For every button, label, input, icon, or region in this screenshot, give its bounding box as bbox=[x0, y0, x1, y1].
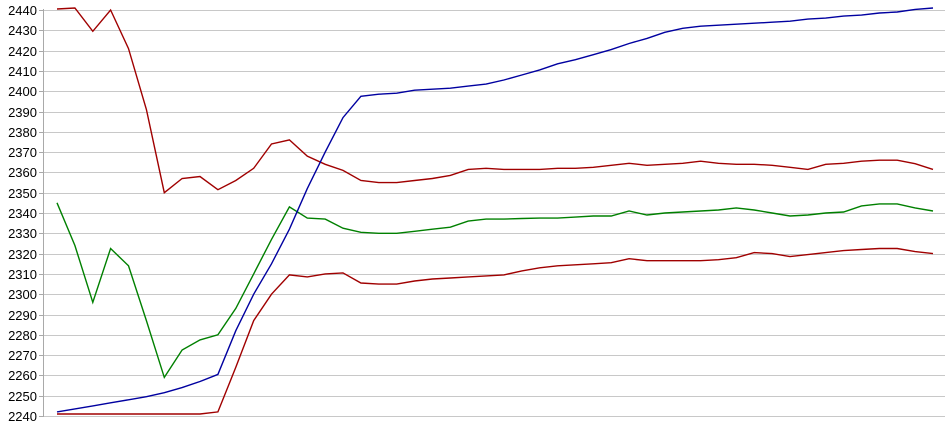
y-axis-label: 2360 bbox=[8, 165, 37, 180]
y-axis-label: 2410 bbox=[8, 64, 37, 79]
y-axis-label: 2260 bbox=[8, 368, 37, 383]
series-lower-dark-red bbox=[57, 247, 934, 415]
y-axis-label: 2290 bbox=[8, 308, 37, 323]
y-axis-label: 2370 bbox=[8, 145, 37, 160]
y-axis-label: 2390 bbox=[8, 105, 37, 120]
y-axis-label: 2300 bbox=[8, 287, 37, 302]
y-axis-label: 2350 bbox=[8, 186, 37, 201]
y-axis-label: 2340 bbox=[8, 206, 37, 221]
y-axis-label: 2310 bbox=[8, 267, 37, 282]
y-axis-label: 2440 bbox=[8, 3, 37, 18]
series-green bbox=[56, 202, 934, 380]
y-axis-label: 2270 bbox=[8, 348, 37, 363]
series-blue bbox=[56, 7, 934, 413]
y-axis-label: 2330 bbox=[8, 226, 37, 241]
y-axis-label: 2400 bbox=[8, 84, 37, 99]
y-axis-label: 2250 bbox=[8, 389, 37, 404]
y-axis-label: 2320 bbox=[8, 247, 37, 262]
y-axis-label: 2420 bbox=[8, 44, 37, 59]
series-upper-dark-red bbox=[56, 7, 934, 194]
y-axis-label: 2280 bbox=[8, 328, 37, 343]
y-axis-label: 2380 bbox=[8, 125, 37, 140]
y-axis-label: 2430 bbox=[8, 23, 37, 38]
y-axis-label: 2240 bbox=[8, 409, 37, 424]
